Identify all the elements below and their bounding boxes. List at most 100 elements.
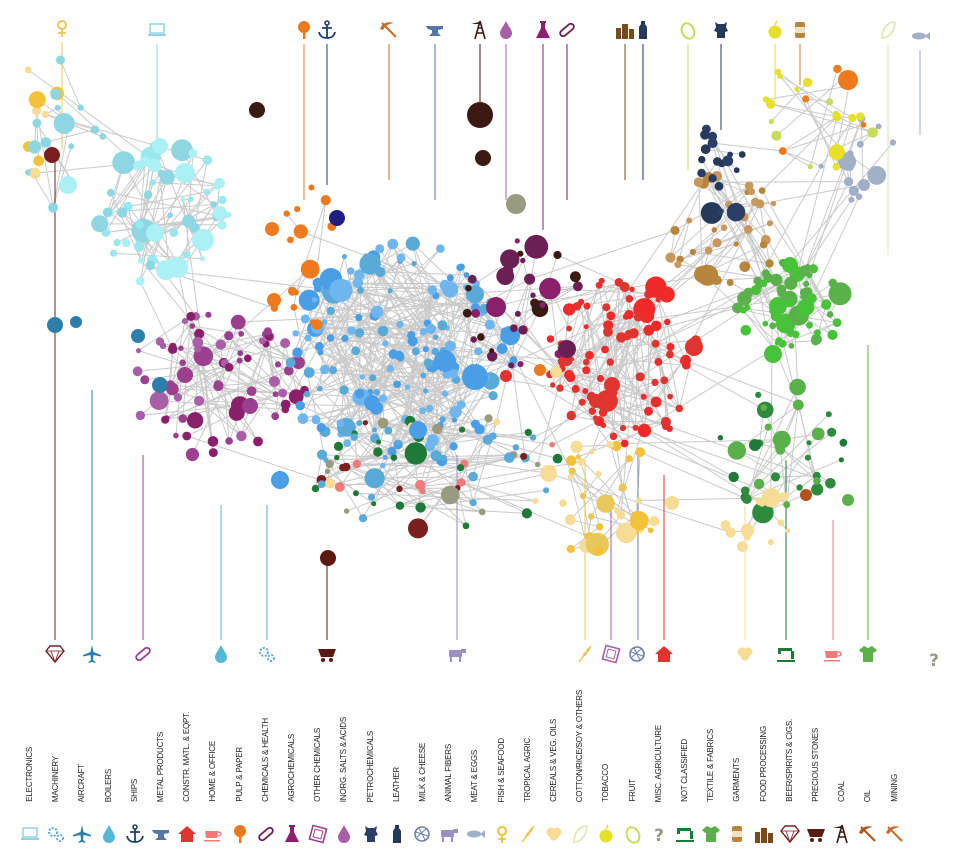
- product-node: [288, 389, 304, 405]
- product-node: [589, 449, 595, 455]
- product-node: [375, 244, 385, 254]
- product-node: [419, 488, 426, 495]
- product-node: [802, 95, 810, 103]
- tshirt-icon: [859, 646, 877, 662]
- product-node: [755, 391, 762, 398]
- product-node: [575, 454, 581, 460]
- network-edge: [776, 76, 846, 137]
- product-node: [298, 289, 320, 311]
- product-node: [218, 195, 227, 205]
- network-edge: [127, 191, 208, 208]
- product-node: [779, 492, 789, 502]
- network-edge: [274, 343, 286, 417]
- product-node: [394, 350, 405, 361]
- legend-label-metal_products: METAL PRODUCTS: [156, 731, 165, 802]
- house-icon: [175, 822, 199, 846]
- product-node: [520, 452, 528, 460]
- hub-node: [589, 394, 603, 408]
- network-edge: [570, 285, 600, 378]
- product-node: [788, 343, 795, 349]
- product-node: [588, 407, 597, 416]
- product-node: [387, 238, 399, 250]
- product-node: [783, 501, 791, 509]
- product-node: [202, 155, 213, 165]
- network-edge: [836, 86, 850, 153]
- product-node: [609, 432, 618, 441]
- product-node: [740, 325, 752, 336]
- legend-label-ships: SHIPS: [129, 778, 139, 802]
- product-node: [704, 246, 713, 255]
- product-node: [651, 339, 660, 348]
- product-node: [336, 419, 345, 428]
- product-node: [660, 376, 669, 385]
- product-node: [194, 328, 205, 339]
- product-node: [352, 459, 362, 469]
- network-edge: [139, 177, 168, 225]
- product-node: [711, 227, 718, 233]
- product-node: [743, 287, 754, 298]
- product-node: [654, 357, 663, 366]
- product-node: [354, 328, 365, 338]
- product-node: [433, 334, 439, 340]
- legend-label-textile_fabrics: TEXTILE & FABRICS: [706, 728, 716, 802]
- legend-label-milk_cheese: MILK & CHEESE: [418, 743, 427, 802]
- network-edge: [635, 360, 684, 429]
- network-edge: [105, 217, 217, 233]
- hub-node: [506, 194, 526, 214]
- network-edge: [339, 421, 387, 488]
- flask-icon: [280, 822, 304, 846]
- hub-node: [364, 395, 380, 411]
- gourd-icon: [680, 22, 696, 40]
- product-node: [143, 190, 153, 200]
- product-node: [169, 228, 179, 238]
- product-node: [155, 337, 165, 346]
- product-node: [603, 327, 613, 337]
- product-node: [740, 486, 750, 496]
- bottles-icon: [616, 24, 634, 39]
- product-node: [311, 297, 318, 303]
- product-node: [236, 357, 243, 364]
- legend-label-misc_agriculture: MISC. AGRICULTURE: [653, 724, 663, 802]
- product-node: [651, 320, 662, 332]
- product-node: [133, 160, 144, 171]
- product-node: [733, 241, 739, 247]
- product-node: [404, 442, 427, 465]
- product-node: [650, 396, 662, 408]
- network-edge: [644, 430, 761, 502]
- network-edge: [472, 418, 490, 477]
- product-node: [700, 144, 711, 155]
- product-node: [789, 378, 806, 396]
- product-node: [795, 400, 802, 407]
- product-node: [567, 474, 574, 480]
- product-node: [300, 259, 320, 279]
- product-node: [215, 339, 226, 350]
- product-node: [587, 513, 595, 520]
- product-node: [632, 424, 639, 431]
- product-node: [173, 432, 179, 439]
- product-node: [217, 220, 227, 230]
- product-node: [543, 487, 550, 494]
- product-node: [796, 484, 803, 491]
- product-node: [666, 425, 673, 433]
- network-edge: [778, 445, 831, 484]
- product-node: [272, 391, 279, 398]
- product-node: [396, 320, 404, 329]
- product-node: [636, 497, 642, 504]
- pill-icon: [135, 646, 151, 662]
- product-node: [889, 139, 897, 146]
- product-node: [615, 522, 637, 544]
- network-edge: [360, 289, 506, 332]
- hub-node: [593, 546, 603, 556]
- anchor-icon: [318, 20, 336, 39]
- product-node: [230, 314, 246, 330]
- product-node: [186, 311, 196, 321]
- product-node: [521, 508, 533, 519]
- airplane-icon: [83, 645, 101, 663]
- network-edge: [140, 198, 192, 261]
- product-node: [666, 350, 674, 359]
- product-node: [347, 267, 355, 275]
- product-node: [756, 283, 763, 290]
- product-node: [553, 250, 562, 260]
- product-node: [449, 442, 458, 451]
- product-node: [436, 244, 445, 253]
